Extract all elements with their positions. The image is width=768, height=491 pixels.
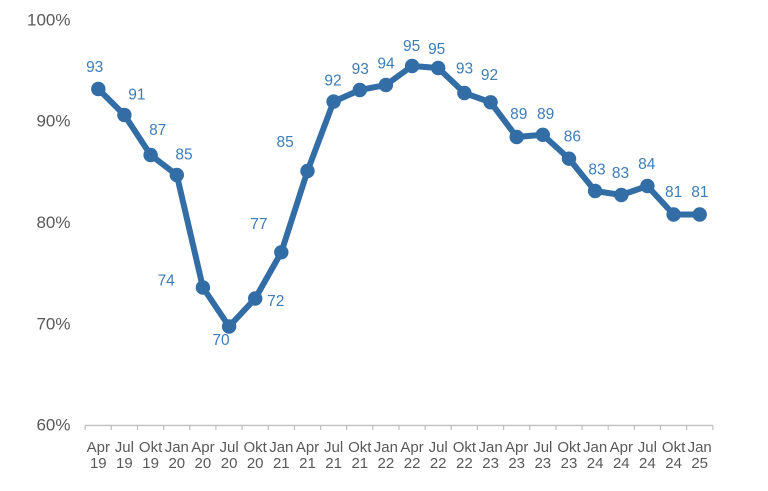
svg-text:86: 86 [564, 128, 581, 145]
svg-text:Jan: Jan [583, 439, 607, 456]
svg-text:Apr: Apr [191, 439, 214, 456]
svg-text:21: 21 [325, 455, 342, 472]
svg-text:83: 83 [588, 162, 605, 179]
svg-text:94: 94 [377, 56, 395, 73]
svg-text:84: 84 [638, 156, 656, 173]
svg-text:21: 21 [299, 455, 316, 472]
svg-text:85: 85 [276, 134, 293, 151]
svg-text:92: 92 [481, 67, 498, 84]
svg-text:Jan: Jan [165, 439, 189, 456]
svg-text:Jan: Jan [269, 439, 293, 456]
svg-text:90%: 90% [36, 112, 70, 131]
svg-text:19: 19 [116, 455, 133, 472]
svg-text:Okt: Okt [557, 439, 581, 456]
svg-text:24: 24 [587, 455, 604, 472]
svg-text:23: 23 [482, 455, 499, 472]
svg-text:20: 20 [195, 455, 212, 472]
svg-text:21: 21 [351, 455, 368, 472]
svg-text:Apr: Apr [610, 439, 633, 456]
svg-text:93: 93 [86, 59, 103, 76]
svg-text:83: 83 [612, 165, 629, 182]
svg-text:21: 21 [273, 455, 290, 472]
svg-text:24: 24 [665, 455, 682, 472]
svg-text:95: 95 [403, 38, 420, 55]
svg-text:Apr: Apr [87, 439, 110, 456]
svg-text:23: 23 [508, 455, 525, 472]
svg-text:22: 22 [456, 455, 473, 472]
svg-text:Jul: Jul [533, 439, 552, 456]
svg-text:Jul: Jul [115, 439, 134, 456]
svg-text:77: 77 [250, 216, 267, 233]
svg-text:81: 81 [665, 184, 682, 201]
svg-text:25: 25 [691, 455, 708, 472]
svg-text:93: 93 [352, 61, 369, 78]
svg-text:20: 20 [221, 455, 238, 472]
svg-text:Okt: Okt [244, 439, 268, 456]
svg-text:19: 19 [142, 455, 159, 472]
svg-text:Apr: Apr [505, 439, 528, 456]
svg-text:Jul: Jul [429, 439, 448, 456]
svg-text:87: 87 [149, 122, 166, 139]
svg-text:Jan: Jan [374, 439, 398, 456]
svg-text:80%: 80% [36, 213, 70, 232]
svg-text:19: 19 [90, 455, 107, 472]
svg-text:20: 20 [247, 455, 264, 472]
svg-text:Okt: Okt [453, 439, 477, 456]
svg-text:Jul: Jul [220, 439, 239, 456]
svg-text:91: 91 [128, 87, 145, 104]
svg-text:20: 20 [168, 455, 185, 472]
svg-text:89: 89 [510, 106, 527, 123]
svg-text:60%: 60% [36, 416, 70, 435]
svg-text:Jan: Jan [479, 439, 503, 456]
svg-text:22: 22 [378, 455, 395, 472]
svg-text:Jul: Jul [324, 439, 343, 456]
svg-text:Apr: Apr [296, 439, 319, 456]
svg-text:Okt: Okt [139, 439, 163, 456]
svg-text:Okt: Okt [348, 439, 372, 456]
svg-text:70: 70 [212, 332, 230, 349]
svg-text:24: 24 [613, 455, 630, 472]
svg-text:85: 85 [175, 147, 192, 164]
svg-text:23: 23 [534, 455, 551, 472]
svg-text:22: 22 [404, 455, 421, 472]
svg-text:74: 74 [158, 273, 176, 290]
svg-text:Apr: Apr [400, 439, 423, 456]
svg-text:81: 81 [691, 184, 708, 201]
svg-text:Okt: Okt [662, 439, 686, 456]
svg-text:23: 23 [561, 455, 578, 472]
svg-text:95: 95 [428, 41, 445, 58]
svg-text:93: 93 [456, 61, 473, 78]
svg-text:89: 89 [537, 106, 554, 123]
svg-text:70%: 70% [36, 314, 70, 333]
svg-text:Jul: Jul [638, 439, 657, 456]
svg-text:100%: 100% [27, 11, 70, 30]
svg-text:72: 72 [267, 293, 284, 310]
svg-text:24: 24 [639, 455, 656, 472]
svg-text:22: 22 [430, 455, 447, 472]
svg-text:Jan: Jan [688, 439, 712, 456]
svg-text:92: 92 [324, 73, 341, 90]
